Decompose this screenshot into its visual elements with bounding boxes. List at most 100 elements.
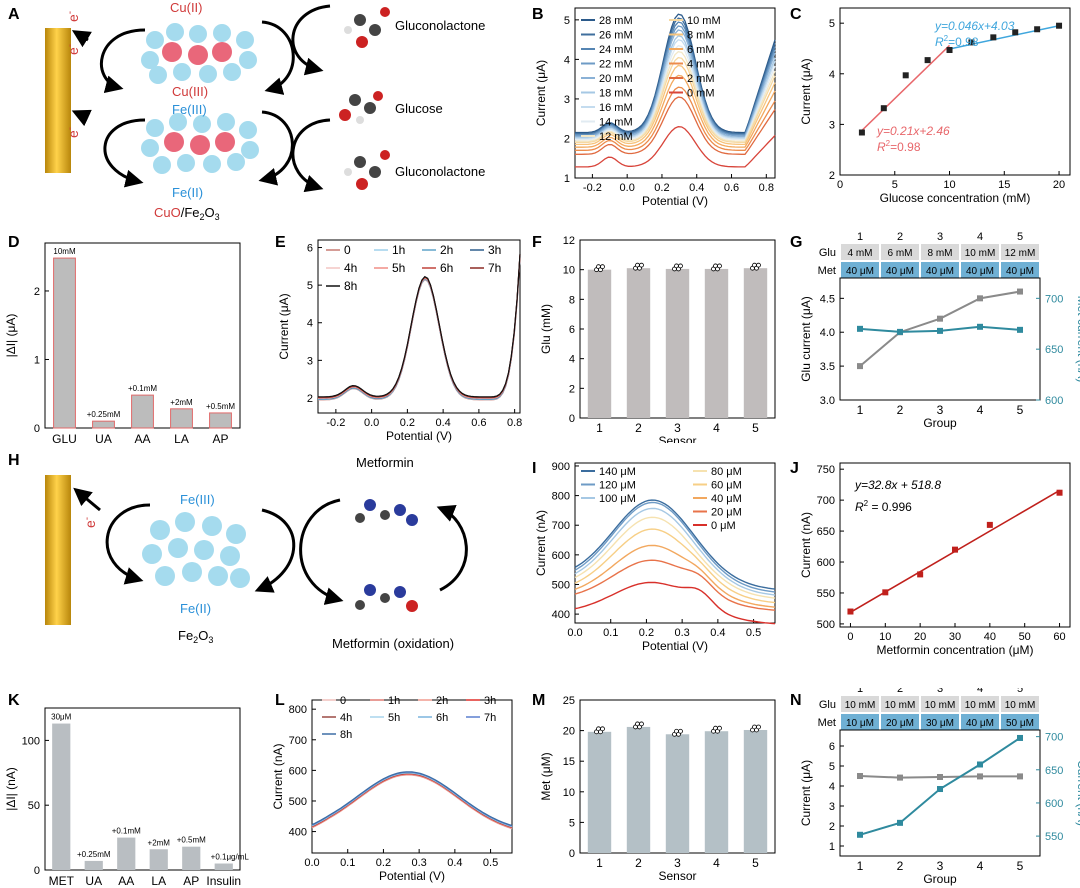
label-fe2: Fe(II) [172, 185, 203, 200]
x-axis-label: Group [923, 872, 957, 886]
series-line [317, 256, 521, 401]
x-tick-label: 3 [674, 421, 681, 435]
panel-label-a: A [8, 6, 20, 23]
x-tick-label: 0.4 [447, 857, 462, 869]
table-row-label: Met [818, 717, 836, 729]
data-point [1017, 734, 1023, 741]
legend-label: 0 mM [687, 88, 715, 100]
molecule-gluconolactone-bottom [344, 150, 390, 190]
y-tick-label: 1 [564, 173, 570, 185]
y-tick-label: 8 [569, 294, 575, 306]
chart-d: 0 1 2 |ΔI| (μA) GLU 10mM UA +0.25mM AA +0.1mM LA +2… [4, 242, 241, 443]
data-point [977, 295, 983, 302]
legend-label: 2 mM [687, 73, 715, 85]
legend-label: 8h [344, 279, 357, 293]
plot-frame [839, 277, 1041, 401]
chart-l: 0.0 0.1 0.2 0.3 0.4 0.5 400 500 600 700 800 Potenti… [271, 695, 513, 883]
bar [665, 268, 690, 418]
data-point [977, 773, 983, 780]
x-tick-label: 4 [713, 421, 720, 435]
y-tick-label: 3.5 [820, 361, 835, 373]
panel-label-g: G [790, 234, 803, 251]
table-cell: 20 μM [886, 718, 914, 729]
y-tick-label: 4 [564, 54, 570, 66]
fit-line-low [861, 44, 951, 132]
y-tick-label: 2 [34, 286, 40, 298]
x-tick-label: 3 [937, 403, 944, 417]
y-tick-label: 4 [569, 354, 575, 366]
y-tick-label: 1 [829, 841, 835, 853]
x-axis-label: Group [923, 416, 957, 430]
table-cell: 50 μM [1006, 718, 1034, 729]
x-tick-label: 0.0 [364, 417, 379, 429]
label-metformin-oxidation: Metformin (oxidation) [332, 636, 454, 651]
y-tick-label: 800 [552, 491, 570, 503]
data-point [1012, 29, 1019, 36]
series-line [575, 17, 776, 135]
x-tick-label: AP [212, 432, 228, 443]
data-point [1056, 489, 1063, 496]
table-cell-bg [921, 696, 959, 712]
panel-label-j: J [790, 460, 799, 477]
y-tick-label: 2 [564, 133, 570, 145]
bar [149, 849, 168, 870]
data-point [937, 786, 943, 793]
series-line [311, 772, 513, 828]
bar [743, 729, 768, 853]
electron-label: e- [82, 517, 98, 528]
table-row-label: Met [818, 265, 836, 277]
label-catalyst: Fe2O3 [178, 628, 213, 645]
y-tick-label: 400 [289, 827, 307, 839]
y-tick-label: 6 [307, 243, 313, 255]
plot-frame [574, 462, 776, 624]
x-tick-label: LA [151, 874, 166, 888]
bar [131, 394, 154, 429]
x-axis-label: Sensor [658, 869, 696, 883]
legend-label: 4h [340, 712, 352, 724]
series-line [574, 507, 776, 596]
data-point [678, 728, 683, 734]
y-tick-label: 900 [552, 461, 570, 473]
scheme-a: Cu(II) Cu(III) Fe(III) Fe(II) Gluconolac… [45, 0, 485, 222]
series-line [575, 25, 776, 136]
table-cell-bg [1001, 262, 1039, 278]
x-tick-label: 0.6 [724, 182, 739, 194]
x-tick-label: Insulin [206, 874, 241, 888]
y-tick-label: 25 [563, 695, 575, 707]
y-tick-label: 4.0 [820, 327, 835, 339]
x-tick-label: 10 [879, 631, 891, 643]
y-tick-label: 800 [289, 704, 307, 716]
series-line [575, 13, 776, 134]
x-tick-label: 0.4 [435, 417, 450, 429]
data-point [600, 264, 605, 270]
bar [53, 257, 76, 429]
x-tick-label: 1 [596, 856, 603, 870]
y-tick-label: 500 [289, 796, 307, 808]
y-tick-label: 5 [829, 18, 835, 30]
table-header: 1 [857, 231, 863, 243]
y-tick-label: 600 [552, 550, 570, 562]
legend-label: 28 mM [599, 15, 633, 27]
y-tick-label: 0 [569, 848, 575, 860]
series-line [574, 499, 776, 590]
y2-tick-label: 650 [1045, 344, 1063, 356]
y-tick-label: 2 [569, 383, 575, 395]
table-cell-bg [881, 714, 919, 730]
table-cell: 12 mM [1005, 248, 1036, 259]
x-tick-label: 4 [713, 856, 720, 870]
arrow-curve-1 [105, 503, 151, 585]
table-header: 4 [977, 688, 983, 695]
table-cell-bg [881, 262, 919, 278]
legend-label: 22 mM [599, 59, 633, 71]
bar-annotation: +0.5mM [177, 836, 206, 845]
molecule-gluconolactone-top [344, 7, 390, 48]
x-tick-label: 0 [837, 179, 843, 191]
y2-axis-label: Met current (nA) [1075, 296, 1080, 383]
legend-label: 12 mM [599, 131, 633, 143]
y-tick-label: 700 [817, 495, 835, 507]
legend-label: 10 mM [687, 15, 721, 27]
label-glucose: Glucose [395, 101, 443, 116]
series-line [575, 96, 776, 155]
arrow-electron-1 [71, 30, 92, 48]
data-point [937, 327, 943, 334]
